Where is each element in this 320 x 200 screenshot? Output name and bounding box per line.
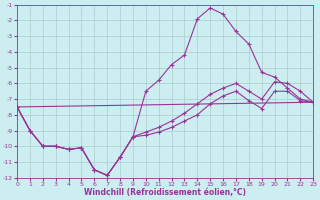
X-axis label: Windchill (Refroidissement éolien,°C): Windchill (Refroidissement éolien,°C): [84, 188, 246, 197]
